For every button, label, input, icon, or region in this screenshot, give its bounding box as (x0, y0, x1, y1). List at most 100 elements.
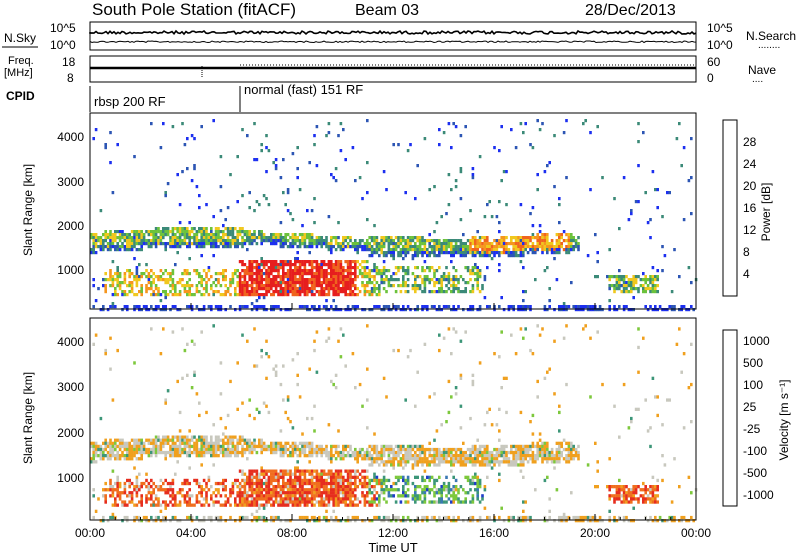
power-cell (522, 266, 525, 269)
power-cell (308, 245, 311, 248)
power-cell (121, 242, 124, 245)
power-cell (176, 242, 179, 245)
power-cell (688, 308, 691, 311)
power-cell (232, 281, 235, 284)
power-cell (332, 290, 335, 293)
velocity-cell (380, 485, 383, 488)
power-cell (553, 185, 556, 188)
power-cell (292, 152, 295, 155)
power-cell (438, 308, 441, 311)
velocity-cell (275, 485, 278, 488)
velocity-cell (148, 439, 151, 442)
power-cell (596, 275, 599, 278)
velocity-cell (224, 454, 227, 457)
power-cell (421, 281, 424, 284)
power-cell (443, 305, 446, 308)
velocity-cell (215, 448, 218, 451)
power-cell (241, 275, 244, 278)
power-cell (287, 260, 290, 263)
velocity-cell (272, 488, 275, 491)
velocity-cell (152, 439, 155, 442)
power-cell (128, 272, 131, 275)
power-cell (380, 251, 383, 254)
power-cell (520, 236, 523, 239)
power-cell (121, 290, 124, 293)
velocity-cell (244, 516, 247, 519)
power-cell (234, 236, 237, 239)
power-cell (253, 290, 256, 293)
power-cell (397, 239, 400, 242)
velocity-cell (476, 519, 479, 522)
velocity-cell (433, 482, 436, 485)
power-cell (265, 263, 268, 266)
velocity-cell (222, 451, 225, 454)
power-cell (656, 275, 659, 278)
power-cell (575, 305, 578, 308)
power-cell (200, 293, 203, 296)
velocity-cell (496, 423, 499, 426)
velocity-cell (354, 485, 357, 488)
power-cell (308, 251, 311, 254)
velocity-cell (332, 510, 335, 513)
power-ytick-2000: 2000 (57, 219, 84, 233)
velocity-cell (196, 448, 199, 451)
power-cell (368, 242, 371, 245)
velocity-cell (330, 454, 333, 457)
power-cell (289, 278, 292, 281)
power-cell (107, 233, 110, 236)
power-cell (133, 278, 136, 281)
velocity-cell (217, 488, 220, 491)
velocity-cell (169, 485, 172, 488)
power-cell (313, 284, 316, 287)
power-cell (265, 290, 268, 293)
power-cell (395, 242, 398, 245)
velocity-cell (292, 491, 295, 494)
velocity-cell (136, 488, 139, 491)
velocity-cell (126, 504, 129, 507)
power-cell (112, 302, 115, 305)
power-cell (455, 239, 458, 242)
velocity-cell (208, 488, 211, 491)
power-cell (529, 236, 532, 239)
power-cell (424, 137, 427, 140)
power-cell (421, 278, 424, 281)
velocity-cell (114, 439, 117, 442)
power-cell (155, 245, 158, 248)
power-cell (272, 305, 275, 308)
velocity-cell (191, 504, 194, 507)
power-cell (203, 227, 206, 230)
power-cell (284, 260, 287, 263)
power-cell (632, 278, 635, 281)
power-cell (445, 278, 448, 281)
velocity-cell (112, 454, 115, 457)
power-cell (188, 233, 191, 236)
power-cell (198, 242, 201, 245)
power-cell (229, 293, 232, 296)
power-cell (263, 263, 266, 266)
power-cell (328, 248, 331, 251)
power-cell (479, 236, 482, 239)
power-cell (325, 305, 328, 308)
power-cell (392, 143, 395, 146)
power-cell (224, 293, 227, 296)
power-cell (107, 236, 110, 239)
power-cell (289, 287, 292, 290)
velocity-cell (311, 491, 314, 494)
velocity-cell (323, 504, 326, 507)
velocity-cell (260, 349, 263, 352)
power-cell (637, 140, 640, 143)
velocity-cell (407, 494, 410, 497)
velocity-cell (414, 485, 417, 488)
power-cell (407, 248, 410, 251)
velocity-cell (431, 448, 434, 451)
power-cell (536, 233, 539, 236)
power-cell (536, 236, 539, 239)
velocity-cell (258, 442, 261, 445)
velocity-cell (270, 519, 273, 522)
velocity-cell (366, 324, 369, 327)
power-cell (172, 269, 175, 272)
velocity-cell (174, 442, 177, 445)
velocity-cell (443, 482, 446, 485)
power-cell (191, 230, 194, 233)
velocity-cell (268, 500, 271, 503)
